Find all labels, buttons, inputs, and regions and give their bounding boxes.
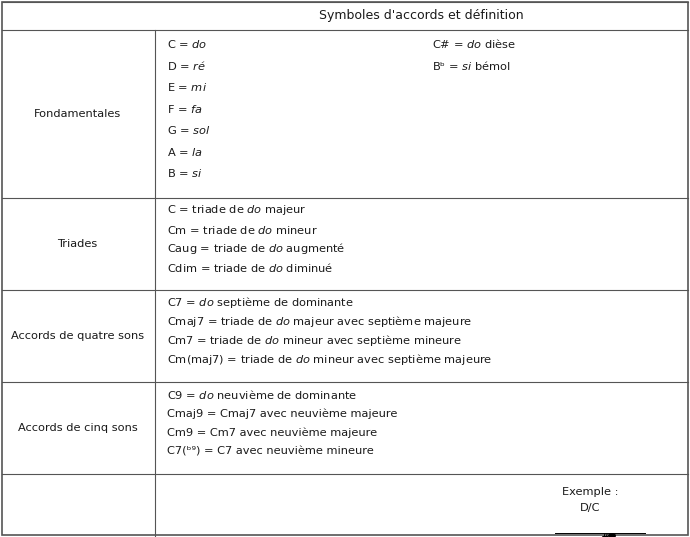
Text: Cmaj9 = Cmaj7 avec neuvième majeure: Cmaj9 = Cmaj7 avec neuvième majeure <box>167 408 397 419</box>
Text: G = $\mathit{sol}$: G = $\mathit{sol}$ <box>167 124 211 136</box>
Text: Cm7 = triade de $\mathit{do}$ mineur avec septième mineure: Cm7 = triade de $\mathit{do}$ mineur ave… <box>167 333 462 349</box>
Text: Cm = triade de $\mathit{do}$ mineur: Cm = triade de $\mathit{do}$ mineur <box>167 223 318 236</box>
Text: Symboles d'accords et définition: Symboles d'accords et définition <box>319 10 524 23</box>
Text: Caug = triade de $\mathit{do}$ augmenté: Caug = triade de $\mathit{do}$ augmenté <box>167 241 346 256</box>
Text: Cm9 = Cm7 avec neuvième majeure: Cm9 = Cm7 avec neuvième majeure <box>167 427 377 438</box>
Text: Bᵇ = $\mathit{si}$ bémol: Bᵇ = $\mathit{si}$ bémol <box>431 59 510 72</box>
Text: C7 = $\mathit{do}$ septième de dominante: C7 = $\mathit{do}$ septième de dominante <box>167 295 354 310</box>
Text: A = $\mathit{la}$: A = $\mathit{la}$ <box>167 146 203 158</box>
Text: D/C: D/C <box>580 503 600 513</box>
Text: Accords de quatre sons: Accords de quatre sons <box>11 331 144 341</box>
Text: C7(ᵇ⁹) = C7 avec neuvième mineure: C7(ᵇ⁹) = C7 avec neuvième mineure <box>167 447 374 457</box>
Text: Triades: Triades <box>57 239 98 249</box>
Ellipse shape <box>609 534 615 537</box>
Text: Exemple :: Exemple : <box>562 487 618 497</box>
Text: #: # <box>600 533 609 537</box>
Text: F = $\mathit{fa}$: F = $\mathit{fa}$ <box>167 103 203 114</box>
Text: Fondamentales: Fondamentales <box>34 109 121 119</box>
Text: C = $\mathit{do}$: C = $\mathit{do}$ <box>167 38 208 50</box>
Text: C9 = $\mathit{do}$ neuvième de dominante: C9 = $\mathit{do}$ neuvième de dominante <box>167 388 357 401</box>
Text: Cm(maj7) = triade de $\mathit{do}$ mineur avec septième majeure: Cm(maj7) = triade de $\mathit{do}$ mineu… <box>167 352 493 367</box>
Text: Accords de cinq sons: Accords de cinq sons <box>18 423 137 433</box>
Text: E = $\mathit{mi}$: E = $\mathit{mi}$ <box>167 81 208 93</box>
Text: C = triade de $\mathit{do}$ majeur: C = triade de $\mathit{do}$ majeur <box>167 204 307 217</box>
Text: C# = $\mathit{do}$ dièse: C# = $\mathit{do}$ dièse <box>431 38 515 50</box>
Text: B = $\mathit{si}$: B = $\mathit{si}$ <box>167 167 203 179</box>
Text: Cdim = triade de $\mathit{do}$ diminué: Cdim = triade de $\mathit{do}$ diminué <box>167 262 334 274</box>
Text: Cmaj7 = triade de $\mathit{do}$ majeur avec septième majeure: Cmaj7 = triade de $\mathit{do}$ majeur a… <box>167 314 473 329</box>
Text: D = $\mathit{ré}$: D = $\mathit{ré}$ <box>167 59 206 72</box>
